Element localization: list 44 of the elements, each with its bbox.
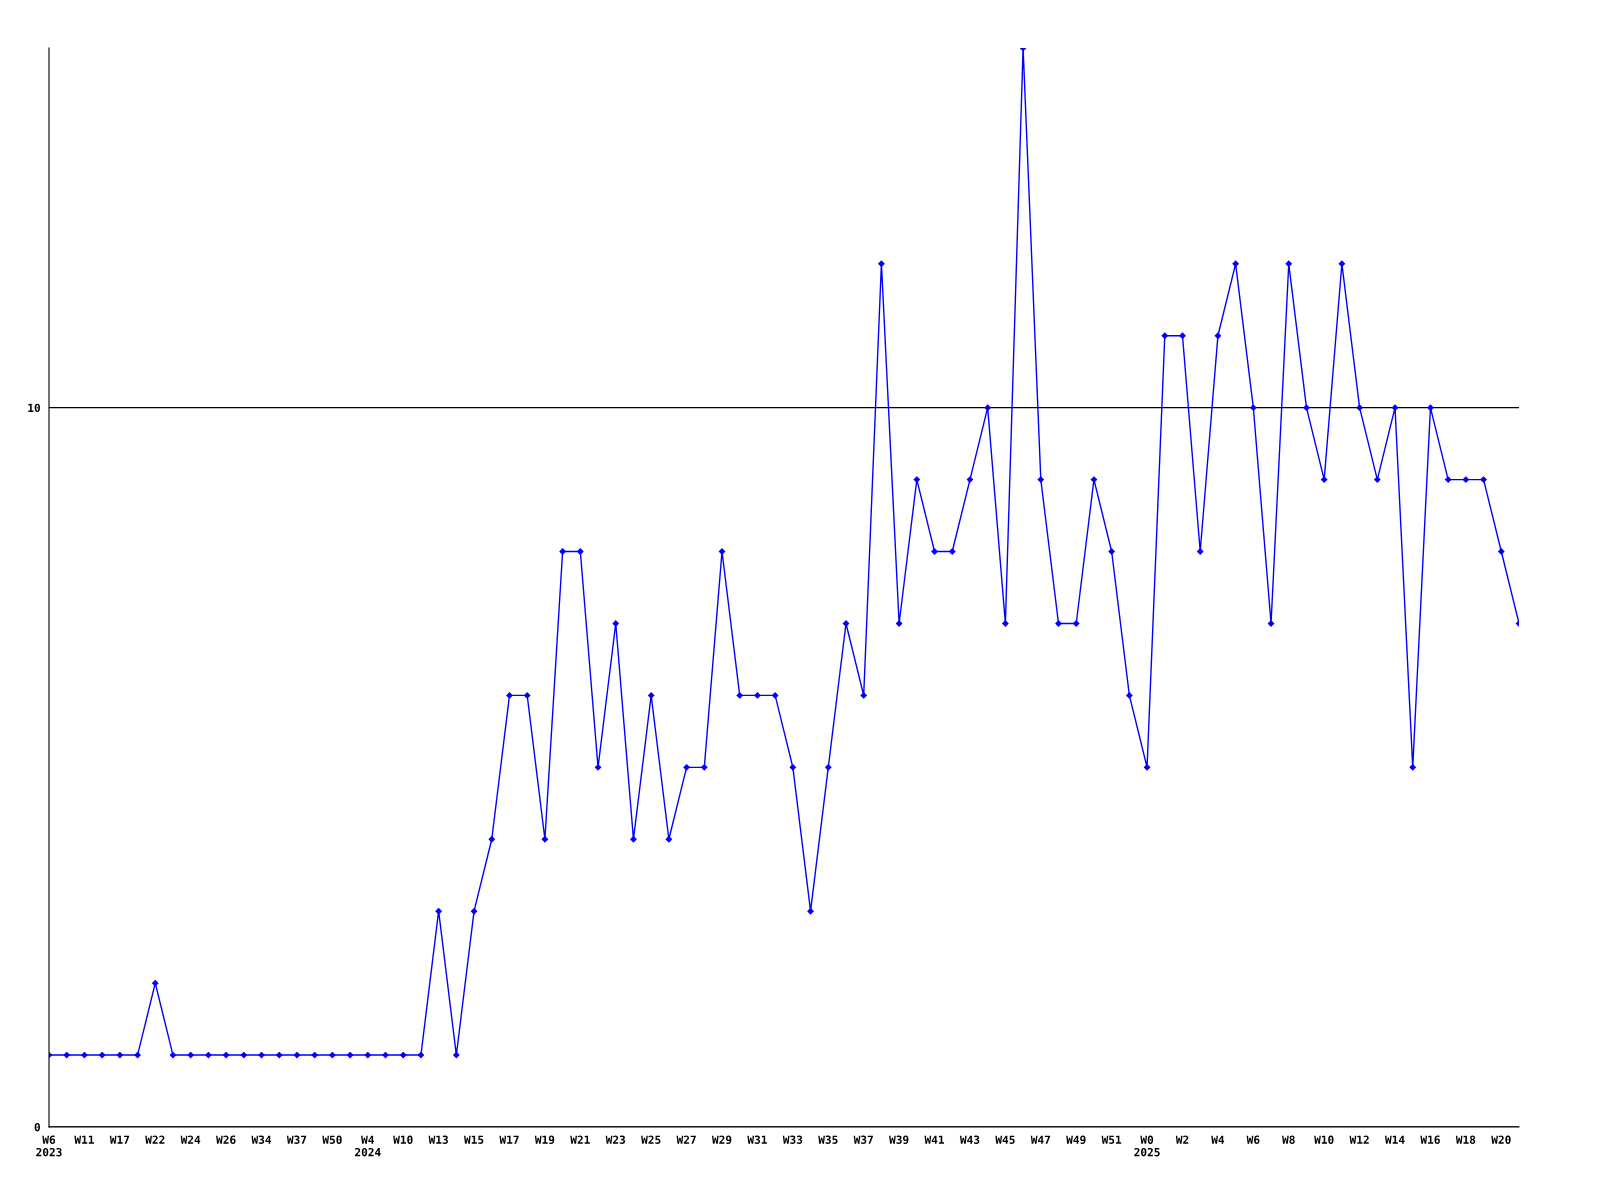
x-tick-label: W27 <box>676 1135 696 1144</box>
x-tick-label: W20 <box>1491 1135 1511 1144</box>
x-tick-label: W29 <box>711 1135 732 1144</box>
x-tick-label: W6 <box>1246 1135 1260 1144</box>
x-tick-label: W4 2024 <box>355 1135 381 1157</box>
x-tick-label: W49 <box>1066 1135 1086 1144</box>
x-tick-label: W26 <box>216 1135 236 1144</box>
x-tick-label: W37 <box>286 1135 307 1144</box>
x-tick-label: W4 <box>1211 1135 1225 1144</box>
x-tick-label: W11 <box>74 1135 94 1144</box>
x-tick-label: W15 <box>464 1135 484 1144</box>
x-tick-label: W10 <box>393 1135 413 1144</box>
x-tick-label: W31 <box>747 1135 767 1144</box>
x-tick-label: W25 <box>641 1135 661 1144</box>
x-tick-label: W47 <box>1030 1135 1051 1144</box>
x-tick-label: W35 <box>818 1135 838 1144</box>
x-tick-label: W14 <box>1384 1135 1405 1144</box>
x-tick-label: W2 <box>1175 1135 1189 1144</box>
x-tick-label: W0 2025 <box>1134 1135 1160 1157</box>
x-tick-label: W43 <box>959 1135 980 1144</box>
x-tick-label: W34 <box>251 1135 272 1144</box>
x-tick-label: W6 2023 <box>36 1135 62 1157</box>
x-tick-label: W12 <box>1349 1135 1369 1144</box>
x-tick-label: W22 <box>145 1135 165 1144</box>
y-tick-label: 10 <box>28 403 40 413</box>
x-tick-label: W10 <box>1314 1135 1334 1144</box>
x-tick-label: W51 <box>1101 1135 1122 1144</box>
x-tick-label: W18 <box>1455 1135 1476 1144</box>
x-tick-label: W17 <box>499 1135 519 1144</box>
x-tick-label: W16 <box>1420 1135 1440 1144</box>
x-tick-label: W50 <box>322 1135 342 1144</box>
x-tick-label: W23 <box>605 1135 626 1144</box>
x-tick-label: W19 <box>534 1135 555 1144</box>
x-tick-label: W41 <box>924 1135 945 1144</box>
x-tick-label: W8 <box>1282 1135 1295 1144</box>
x-tick-label: W24 <box>180 1135 201 1144</box>
x-tick-label: W17 <box>109 1135 130 1144</box>
y-tick-label: 0 <box>34 1122 40 1132</box>
x-tick-label: W37 <box>853 1135 873 1144</box>
x-tick-label: W13 <box>428 1135 448 1144</box>
x-tick-label: W33 <box>782 1135 803 1144</box>
x-tick-label: W21 <box>570 1135 590 1144</box>
x-tick-label: W45 <box>995 1135 1015 1144</box>
x-tick-label: W39 <box>889 1135 909 1144</box>
